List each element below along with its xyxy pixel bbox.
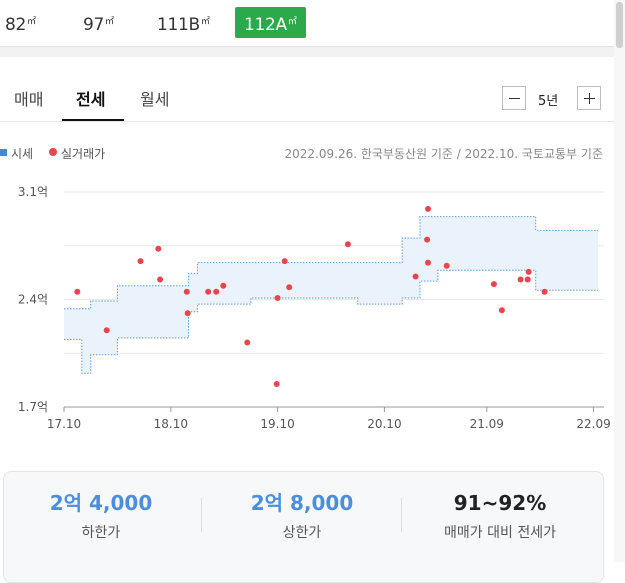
scrollbar-track[interactable] — [614, 0, 625, 562]
trade-point — [74, 288, 81, 295]
period-increase-button[interactable] — [577, 86, 601, 110]
lower-price-value: 2억 4,000 — [49, 491, 153, 515]
trade-point — [525, 268, 532, 275]
price-band-area — [64, 216, 598, 374]
trade-point — [424, 236, 431, 243]
period-decrease-button[interactable] — [502, 86, 526, 110]
size-label: 97 — [83, 15, 105, 35]
size-unit: ㎡ — [287, 17, 297, 27]
tab-sale[interactable]: 매매 — [14, 90, 44, 109]
trade-point — [155, 245, 162, 252]
tab-jeonse[interactable]: 전세 — [76, 90, 106, 109]
jeonse-ratio-label: 매매가 대비 전세가 — [444, 525, 556, 541]
size-unit: ㎡ — [105, 17, 114, 27]
trade-point — [498, 307, 505, 314]
summary-separator — [401, 498, 402, 532]
trade-point — [281, 258, 288, 265]
size-selector: 82㎡ 97㎡ 111B㎡ 112A㎡ — [0, 0, 625, 46]
size-option-111b[interactable]: 111B㎡ — [157, 7, 210, 38]
trade-point — [286, 284, 293, 291]
trade-point — [244, 339, 251, 346]
trade-point — [220, 282, 227, 289]
minus-icon — [509, 98, 520, 99]
x-tick-label: 18.10 — [154, 417, 188, 431]
jeonse-ratio-value: 91~92% — [453, 491, 547, 515]
upper-price-label: 상한가 — [282, 525, 322, 541]
section-divider — [0, 46, 625, 57]
trade-point — [183, 288, 190, 295]
actual-trade-legend-swatch — [49, 148, 57, 156]
trade-point — [490, 281, 497, 288]
trade-point — [524, 276, 531, 283]
active-tab-indicator — [62, 119, 124, 121]
price-band-lower-line — [64, 269, 598, 374]
trade-point — [273, 381, 280, 387]
tabs-divider — [0, 121, 614, 122]
size-unit: ㎡ — [200, 17, 210, 27]
trade-point — [274, 295, 281, 301]
price-band-upper-line — [64, 216, 598, 310]
y-tick-label: 3.1억 — [18, 185, 48, 199]
price-chart: 3.1억 2.4억 1.7억 17.10 18.10 19.10 20.10 21.09 22.… — [18, 185, 611, 431]
trade-point — [344, 241, 351, 248]
trade-point — [443, 262, 450, 269]
size-option-82[interactable]: 82㎡ — [5, 7, 36, 38]
trade-point — [517, 276, 524, 283]
summary-separator — [201, 498, 202, 532]
data-source-note: 2022.09.26. 한국부동산원 기준 / 2022.10. 국토교통부 기… — [284, 147, 604, 161]
market-price-legend-swatch — [0, 149, 7, 156]
y-tick-label: 1.7억 — [18, 400, 48, 414]
size-label: 112A — [244, 15, 287, 35]
size-label: 82 — [5, 15, 27, 35]
trade-point — [213, 288, 220, 295]
trade-point — [137, 258, 144, 265]
summary-upper-price: 2억 8,000 상한가 — [207, 489, 397, 542]
size-option-97[interactable]: 97㎡ — [83, 7, 114, 38]
period-label: 5년 — [538, 94, 559, 109]
size-label: 111B — [157, 15, 200, 35]
actual-trade-legend-label: 실거래가 — [61, 147, 106, 161]
x-tick-label: 20.10 — [367, 417, 401, 431]
upper-price-value: 2억 8,000 — [250, 491, 354, 515]
trade-point — [425, 259, 431, 266]
trade-point — [425, 205, 431, 212]
trade-point — [103, 327, 110, 334]
x-tick-label: 19.10 — [260, 417, 294, 431]
trade-point — [184, 310, 191, 317]
scrollbar-thumb[interactable] — [616, 2, 623, 48]
market-price-legend-label: 시세 — [11, 147, 34, 161]
size-option-112a[interactable]: 112A㎡ — [235, 7, 306, 38]
summary-jeonse-ratio: 91~92% 매매가 대비 전세가 — [405, 489, 595, 542]
x-tick-label: 21.09 — [470, 417, 504, 431]
trade-point — [541, 288, 548, 295]
trade-point — [157, 276, 164, 283]
summary-lower-price: 2억 4,000 하한가 — [6, 489, 196, 542]
tab-monthly-rent[interactable]: 월세 — [140, 90, 170, 109]
x-tick-label: 22.09 — [576, 417, 610, 431]
trade-point — [412, 273, 419, 280]
y-tick-label: 2.4억 — [18, 293, 48, 307]
lower-price-label: 하한가 — [81, 525, 121, 541]
size-unit: ㎡ — [27, 17, 36, 27]
x-tick-label: 17.10 — [47, 417, 81, 431]
trade-point — [205, 288, 212, 295]
